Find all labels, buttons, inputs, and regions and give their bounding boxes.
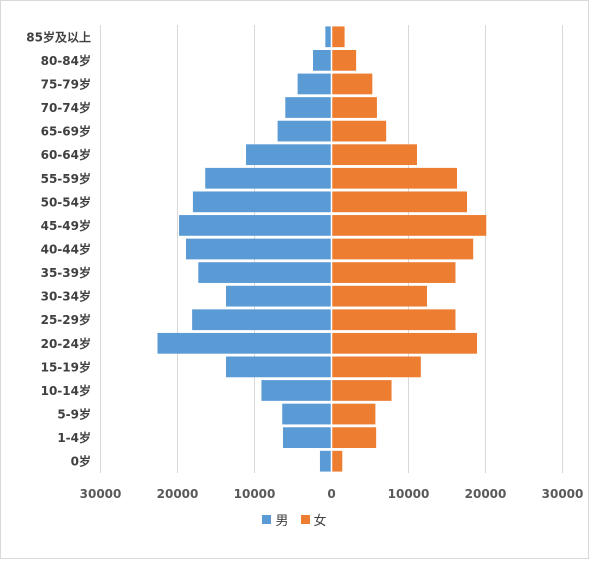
category-label: 60-64岁	[41, 147, 91, 162]
bar-female	[331, 120, 387, 142]
bar-female	[331, 427, 377, 449]
category-label: 40-44岁	[41, 242, 91, 257]
bar-female	[331, 356, 421, 378]
bar-female	[331, 238, 474, 260]
legend-label-male: 男	[275, 514, 289, 529]
category-label: 10-14岁	[41, 383, 91, 398]
legend-swatch-female	[300, 515, 310, 524]
category-label: 80-84岁	[41, 53, 91, 68]
bar-female	[331, 450, 343, 472]
bar-male	[285, 97, 332, 118]
category-label: 30-34岁	[41, 289, 91, 304]
x-tick-label: 10000	[234, 487, 276, 501]
legend: 男 女	[0, 510, 589, 529]
x-tick-label: 10000	[388, 487, 430, 501]
bar-male	[261, 380, 332, 401]
category-label: 55-59岁	[41, 171, 91, 186]
bar-male	[185, 238, 332, 260]
bar-female	[331, 309, 456, 331]
bar-female	[331, 191, 468, 213]
bar-male	[319, 450, 332, 472]
legend-item-male: 男	[262, 510, 289, 529]
x-tick-label: 20000	[157, 487, 199, 501]
x-tick-label: 20000	[465, 487, 507, 501]
category-label: 25-29岁	[41, 312, 91, 327]
bar-female	[331, 262, 456, 283]
bar-male	[192, 191, 332, 213]
bar-male	[246, 144, 332, 166]
legend-swatch-male	[262, 515, 272, 524]
category-label: 15-19岁	[41, 359, 91, 374]
legend-label-female: 女	[313, 514, 327, 529]
bar-female	[331, 167, 458, 189]
category-label: 0岁	[71, 454, 91, 469]
bar-male	[297, 73, 332, 95]
bar-male	[205, 167, 332, 189]
x-tick-label: 0	[327, 487, 335, 501]
category-label: 65-69岁	[41, 124, 91, 139]
category-label: 45-49岁	[41, 218, 91, 233]
bar-male	[325, 26, 332, 48]
category-label: 20-24岁	[41, 336, 91, 351]
category-label: 70-74岁	[41, 100, 91, 115]
bar-male	[226, 285, 332, 307]
bar-male	[192, 309, 332, 331]
bar-female	[331, 285, 427, 307]
x-tick-label: 30000	[542, 487, 584, 501]
bar-male	[313, 49, 332, 71]
bar-male	[226, 356, 332, 378]
legend-item-female: 女	[300, 510, 327, 529]
category-label: 50-54岁	[41, 194, 91, 209]
bar-male	[277, 120, 332, 142]
bar-male	[198, 262, 332, 283]
bar-female	[331, 215, 487, 236]
bar-female	[331, 380, 392, 401]
bar-male	[179, 215, 332, 236]
bar-female	[331, 332, 478, 354]
bar-female	[331, 403, 376, 425]
x-tick-labels: 30000 20000 10000 0 10000 20000 30000	[80, 487, 584, 501]
bar-male	[282, 427, 332, 449]
bar-female	[331, 73, 373, 95]
x-tick-label: 30000	[80, 487, 122, 501]
category-label: 35-39岁	[41, 265, 91, 280]
category-label: 5-9岁	[57, 407, 91, 422]
category-label: 75-79岁	[41, 76, 91, 91]
bar-male	[282, 403, 332, 425]
category-label: 1-4岁	[57, 430, 91, 445]
bar-female	[331, 97, 377, 118]
category-labels: 0岁 1-4岁 5-9岁 10-14岁 15-19岁 20-24岁 25-29岁 30-34岁…	[26, 29, 91, 468]
bar-female	[331, 144, 417, 166]
bar-male	[157, 332, 332, 354]
bar-female	[331, 49, 357, 71]
bars	[157, 25, 487, 473]
category-label: 85岁及以上	[26, 29, 91, 44]
bar-female	[331, 26, 345, 48]
